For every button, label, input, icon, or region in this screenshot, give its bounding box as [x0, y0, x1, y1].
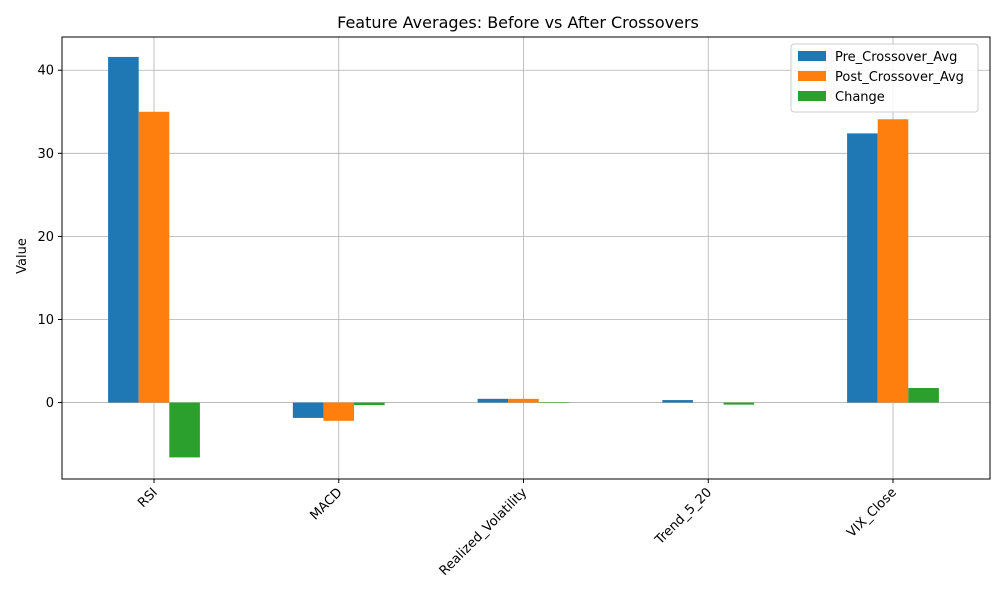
chart-title: Feature Averages: Before vs After Crosso…	[337, 13, 699, 32]
legend-label: Change	[835, 90, 885, 105]
legend-swatch	[798, 51, 826, 61]
bar	[847, 133, 878, 402]
x-tick-label: Trend_5_20	[652, 485, 715, 548]
x-tick-label: VIX_Close	[844, 485, 900, 541]
bar	[108, 57, 139, 403]
bar	[724, 403, 755, 405]
legend-label: Pre_Crossover_Avg	[835, 50, 957, 65]
bar	[908, 388, 939, 403]
legend-label: Post_Crossover_Avg	[835, 70, 964, 85]
bar	[354, 403, 385, 405]
y-axis-label: Value	[15, 238, 30, 274]
legend-swatch	[798, 91, 826, 101]
y-tick-label: 40	[37, 64, 54, 79]
legend: Pre_Crossover_Avg Post_Crossover_Avg Chang…	[791, 44, 978, 112]
x-tick-label: Realized_Volatility	[437, 485, 531, 579]
bar	[139, 112, 170, 403]
x-tick-label: MACD	[307, 485, 345, 523]
y-tick-label: 0	[46, 396, 54, 411]
y-tick-label: 30	[37, 147, 54, 162]
y-tick-label: 10	[37, 313, 54, 328]
bar	[169, 403, 200, 458]
y-tick-label: 20	[37, 230, 54, 245]
bar	[662, 400, 693, 402]
bar	[293, 403, 324, 418]
legend-swatch	[798, 71, 826, 81]
x-tick-label: RSI	[135, 485, 161, 511]
bar	[478, 399, 509, 403]
bar	[508, 399, 539, 403]
bar	[323, 403, 354, 421]
bar	[878, 119, 909, 402]
